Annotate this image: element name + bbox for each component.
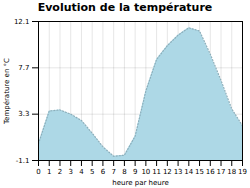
svg-text:11: 11: [152, 168, 161, 176]
svg-text:13: 13: [174, 168, 183, 176]
svg-text:17: 17: [217, 168, 226, 176]
svg-text:6: 6: [101, 168, 106, 176]
svg-text:7: 7: [111, 168, 115, 176]
svg-text:12: 12: [163, 168, 172, 176]
svg-text:heure par heure: heure par heure: [112, 179, 168, 187]
svg-text:3: 3: [68, 168, 72, 176]
svg-text:10: 10: [141, 168, 150, 176]
svg-text:14: 14: [184, 168, 193, 176]
svg-text:-1.1: -1.1: [16, 157, 30, 165]
svg-text:12.1: 12.1: [14, 18, 30, 26]
svg-text:18: 18: [227, 168, 236, 176]
svg-text:3.3: 3.3: [18, 110, 29, 118]
svg-text:9: 9: [133, 168, 137, 176]
svg-text:8: 8: [122, 168, 126, 176]
svg-text:1: 1: [47, 168, 51, 176]
svg-text:0: 0: [36, 168, 40, 176]
svg-text:5: 5: [90, 168, 94, 176]
svg-text:7.7: 7.7: [18, 64, 29, 72]
svg-text:16: 16: [206, 168, 215, 176]
svg-text:15: 15: [195, 168, 204, 176]
svg-text:2: 2: [58, 168, 62, 176]
svg-text:4: 4: [79, 168, 84, 176]
svg-text:Température en °C: Température en °C: [3, 58, 11, 125]
html-text:Evolution de la température: Evolution de la température: [37, 1, 213, 14]
svg-text:19: 19: [238, 168, 247, 176]
